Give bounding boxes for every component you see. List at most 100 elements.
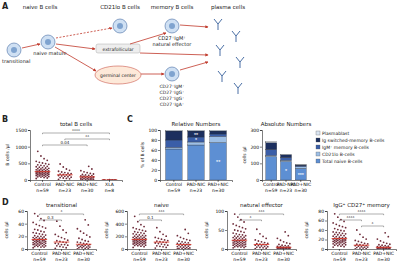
dot [334,228,336,230]
dot [232,223,234,225]
tick-label: 100 [250,161,259,166]
dot [240,236,242,238]
tick-label: PAD-NIC [187,182,205,187]
dot [48,176,50,178]
dot [83,178,85,180]
dot [137,242,139,244]
significance: 0.04****** [43,128,110,146]
tick-label: 500 [18,161,27,166]
dot [176,246,178,248]
dot [83,246,85,248]
dot [89,236,91,238]
dot [181,241,183,243]
dot [243,242,245,244]
dot [135,237,137,239]
dot [76,228,78,230]
tick-label: 400 [115,222,124,227]
dot [82,174,84,176]
dot [232,247,234,249]
tick-label: Control [231,251,247,256]
dot [187,248,189,249]
dot [88,174,90,176]
dot [91,179,93,180]
tick-label: Control [31,251,47,256]
bar-segment [188,145,205,180]
dot [242,243,244,245]
dot [234,229,236,231]
dot [364,242,366,244]
dot [340,230,342,232]
tick-mark [158,160,160,161]
title: naive [154,202,170,208]
panel: 050010001500Controln=59PAD-NICn=23PAD+NI… [2,115,123,193]
tick-mark [125,224,127,225]
dot [184,241,186,243]
dot [86,172,88,174]
tick-label: PAD+NIC [273,251,294,256]
dot [157,237,159,239]
dot [138,234,140,236]
tick-label: PAD+NIC [173,251,194,256]
dot [34,228,36,230]
dot [376,248,378,249]
tick-mark [158,130,160,131]
dot [85,179,87,180]
significance: ********* [339,209,383,227]
y-tick: 60 [18,209,27,214]
dot [78,247,80,249]
dot [367,243,369,245]
dot [361,241,363,243]
dot [337,240,339,242]
tick-label: 80 [151,138,157,143]
dot [265,247,267,249]
dot [80,170,82,172]
dot [35,178,37,180]
arrow [56,28,112,38]
bar-segment [280,162,291,180]
dot [384,245,386,247]
dot [332,231,334,233]
legend-swatch [316,145,320,149]
y-axis: 020406080100 [148,128,160,183]
bar-segment [210,134,227,137]
y-tick: 60 [318,218,327,223]
dot [132,247,134,249]
legend: PlasmablastIg switched-memory B-cellsIgM… [316,131,385,164]
dot [235,237,237,239]
segment-labels: **** [285,168,305,176]
dot [38,225,40,227]
dot [237,246,239,248]
dot [83,232,85,234]
dot [140,245,142,247]
dot [134,244,136,246]
dot [264,245,266,247]
dot [45,175,47,177]
dot [332,241,334,243]
dot [345,233,347,235]
tick-sublabel: n=23 [155,257,167,262]
dot [334,213,336,215]
dot [43,236,45,238]
dot [338,241,340,243]
legend-swatch [316,152,320,156]
dot [237,236,239,238]
tick-sublabel: n=8 [105,188,115,193]
dot [287,245,289,247]
x-tick: PAD-NICn=23 [352,249,370,262]
tick-label: 60 [151,148,157,153]
dot [66,178,68,180]
cell-label: transitional [2,58,30,64]
tick-label: 0 [321,247,324,252]
tick-label: Control [131,251,147,256]
dot [67,244,69,246]
dot [37,215,39,217]
significance-label: *** [298,172,305,177]
dot [143,236,145,238]
dot [40,176,42,178]
x-tick: PAD+NICn=30 [73,249,94,262]
dot [37,168,39,170]
tick-label: 0 [121,247,124,252]
dot [157,243,159,245]
dot [145,235,147,237]
tick-sublabel: n=59 [33,257,45,262]
